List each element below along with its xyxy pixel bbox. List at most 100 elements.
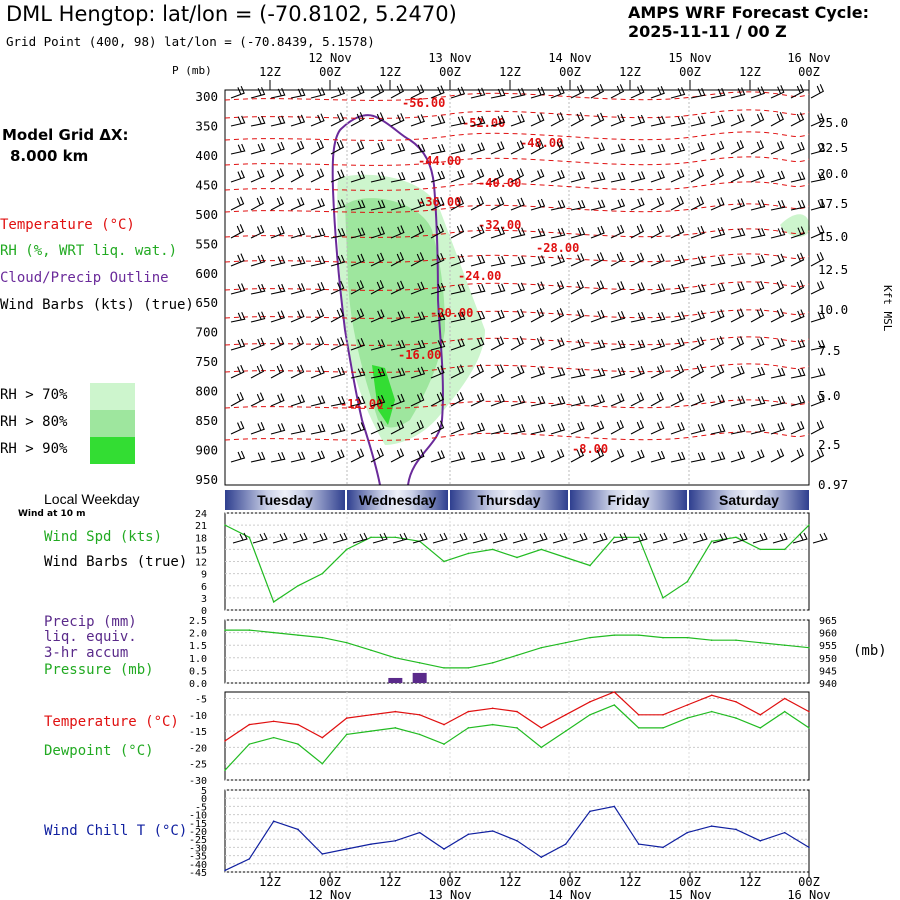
wind-barb-232: [670, 283, 686, 295]
precip-panel-tick-3: 1.0: [189, 654, 207, 665]
surface-wind-barb-28: [792, 532, 808, 544]
wind-barb-134: [510, 197, 525, 211]
isotherm-line-13: [224, 431, 810, 441]
wind-barb-97: [370, 171, 386, 183]
wind-barb-45: [530, 112, 545, 127]
pressure-line-point-7: [394, 657, 397, 659]
wind-barb-341: [450, 392, 465, 407]
wind-speed-label: Wind Spd (kts): [44, 529, 163, 545]
wind-barb-280: [430, 339, 446, 351]
wind-barb-393: [290, 451, 306, 463]
precip-bar-7: [388, 677, 403, 683]
wind-barb-333: [290, 394, 306, 407]
pressure-line-point-8: [418, 662, 421, 664]
wind-barb-329: [810, 367, 826, 379]
wind-barb-269: [810, 310, 826, 323]
wind-barb-124: [310, 198, 325, 211]
wind-barb-389: [810, 420, 825, 435]
wind-barb-359: [810, 393, 825, 407]
wind-speed-line-point-21: [735, 536, 737, 539]
pressure-line-point-15: [589, 636, 591, 639]
wind-barb-127: [370, 199, 386, 211]
kft-tick-8: 5.0: [818, 388, 841, 403]
wind-barb-123: [290, 197, 305, 211]
dewpoint-line-point-22: [759, 727, 762, 729]
wind-barb-233: [690, 283, 706, 295]
precip-panel-tick-0: 2.5: [189, 616, 207, 627]
wind-barb-408: [590, 448, 605, 463]
chill-panel-tick-7: -30: [189, 843, 207, 854]
wind-barb-158: [390, 225, 405, 239]
wind-barb-299: [810, 339, 826, 351]
temperature-line-point-23: [783, 697, 786, 700]
wind-barb-4: [310, 87, 326, 99]
wind-barb-218: [390, 280, 405, 295]
temp-panel-tick-2: -15: [189, 727, 207, 738]
wind-barb-28: [790, 84, 805, 99]
wind-barb-358: [790, 394, 806, 407]
wind-barb-324: [710, 364, 725, 379]
wind-barb-292: [670, 337, 685, 351]
pressure-line-point-16: [613, 634, 616, 636]
wind-barb-352: [670, 392, 685, 407]
wind-barb-255: [530, 308, 545, 323]
wind-barb-357: [770, 395, 786, 407]
surface-wind-barb-29: [812, 532, 828, 544]
surface-wind-barb-25: [732, 532, 748, 544]
wind-barb-37: [370, 112, 385, 127]
wind-barb-64: [310, 140, 325, 155]
wind-chill-line-point-14: [564, 843, 567, 845]
wind-barb-272: [270, 336, 285, 351]
wind-barb-52: [670, 115, 686, 127]
wind-barb-61: [250, 143, 266, 155]
wind-speed-line-point-14: [564, 556, 567, 559]
wind-barb-273: [290, 336, 305, 351]
wind-barb-139: [610, 198, 626, 211]
wind-barb-112: [670, 169, 685, 183]
pressure-label: Pressure (mb): [44, 662, 154, 678]
wind-barb-391: [250, 451, 266, 463]
wind-barb-321: [650, 364, 665, 379]
wind-barb-288: [590, 339, 606, 351]
surface-wind-barb-3: [292, 532, 308, 544]
wind-speed-line-point-6: [370, 536, 372, 539]
wind-barb-120: [230, 196, 245, 211]
wind-barb-303: [290, 364, 305, 379]
wind-barb-320: [630, 365, 645, 379]
wind-barb-175: [730, 227, 746, 239]
dewpoint-line-point-9: [443, 743, 445, 745]
bottom-hour-tick-7: 00Z: [679, 875, 701, 889]
wind-barb-375: [530, 423, 546, 435]
wind-barb-159: [410, 224, 425, 239]
temperature-line-point-4: [321, 736, 324, 739]
wind-barb-106: [550, 170, 565, 183]
wind-barb-236: [750, 280, 765, 295]
wind-barb-150: [230, 224, 245, 239]
wind-chill-line-point-16: [613, 805, 616, 808]
wind-barb-416: [750, 449, 765, 463]
temperature-line-point-19: [686, 704, 689, 706]
wind-barb-277: [370, 339, 386, 351]
wind-barb-30: [230, 115, 246, 127]
wind-barb-405: [530, 449, 545, 463]
pressure-tick-350: 350: [195, 118, 218, 133]
wind-barb-90: [230, 170, 245, 183]
wind-barb-307: [370, 367, 386, 379]
wind-barb-418: [790, 448, 804, 463]
wind-barb-133: [490, 196, 505, 211]
temperature-line-point-12: [516, 710, 518, 713]
bottom-date-1: 13 Nov: [428, 888, 471, 900]
precip-accum-label: 3-hr accum: [44, 645, 129, 661]
wind-barb-5: [330, 86, 345, 99]
wind-barb-380: [630, 420, 645, 435]
wind-barb-241: [250, 311, 266, 323]
wind-barb-203: [690, 255, 706, 267]
wind-barb-118: [790, 171, 806, 183]
wind-barb-188: [390, 252, 405, 267]
surface-wind-barb-27: [772, 532, 788, 544]
wind-barb-8: [390, 84, 404, 99]
dewpoint-line-point-7: [394, 727, 397, 729]
wind-barb-395: [330, 449, 345, 463]
wind-panel-tick-2: 18: [195, 533, 207, 544]
wind-barb-285: [530, 336, 545, 351]
